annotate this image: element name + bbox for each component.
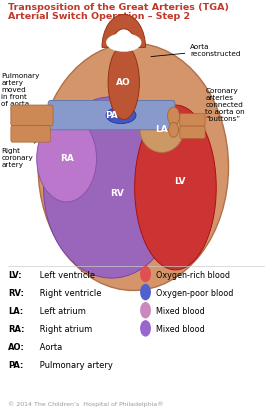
Text: Aorta: Aorta — [37, 343, 62, 352]
Circle shape — [140, 266, 151, 282]
Text: Coronary
arteries
connected
to aorta on
“buttons”: Coronary arteries connected to aorta on … — [183, 88, 245, 122]
Ellipse shape — [106, 107, 136, 124]
Ellipse shape — [108, 45, 140, 119]
Text: Left atrium: Left atrium — [37, 307, 86, 316]
Text: LV:: LV: — [8, 271, 22, 280]
Ellipse shape — [44, 97, 180, 278]
Text: Mixed blood: Mixed blood — [156, 325, 205, 334]
Text: Arterial Switch Operation – Step 2: Arterial Switch Operation – Step 2 — [8, 12, 190, 21]
Text: Right atrium: Right atrium — [37, 325, 92, 334]
Text: Right
coronary
artery: Right coronary artery — [1, 137, 41, 168]
Circle shape — [140, 320, 151, 337]
Text: © 2014 The Children’s  Hospital of Philadelphia®: © 2014 The Children’s Hospital of Philad… — [8, 401, 164, 407]
Text: PA: PA — [105, 111, 118, 120]
Ellipse shape — [135, 105, 216, 270]
FancyBboxPatch shape — [11, 105, 53, 126]
Text: Right ventricle: Right ventricle — [37, 289, 101, 298]
Text: LV: LV — [174, 177, 185, 186]
Text: Pulmonary
artery
moved
in front
of aorta: Pulmonary artery moved in front of aorta — [1, 73, 57, 114]
Text: Oxygen-rich blood: Oxygen-rich blood — [156, 271, 230, 280]
Text: LA: LA — [156, 125, 168, 134]
Text: RV:: RV: — [8, 289, 24, 298]
Circle shape — [140, 302, 151, 318]
FancyBboxPatch shape — [180, 114, 205, 126]
Text: RA: RA — [60, 154, 74, 163]
Text: RV: RV — [110, 189, 124, 198]
Circle shape — [140, 284, 151, 300]
Ellipse shape — [106, 33, 141, 52]
FancyBboxPatch shape — [180, 126, 205, 138]
Text: RA:: RA: — [8, 325, 25, 334]
Ellipse shape — [37, 115, 97, 202]
Text: LA:: LA: — [8, 307, 23, 316]
Text: AO: AO — [116, 78, 131, 87]
Circle shape — [169, 122, 178, 137]
Text: Pulmonary artery: Pulmonary artery — [37, 361, 113, 370]
Text: AO:: AO: — [8, 343, 25, 352]
Ellipse shape — [38, 43, 228, 290]
Text: Mixed blood: Mixed blood — [156, 307, 205, 316]
FancyBboxPatch shape — [48, 101, 175, 130]
Text: Aorta
reconstructed: Aorta reconstructed — [151, 44, 241, 57]
Ellipse shape — [140, 107, 184, 152]
Text: Left ventricle: Left ventricle — [37, 271, 95, 280]
FancyBboxPatch shape — [11, 126, 50, 142]
Circle shape — [168, 107, 180, 125]
Text: Oxygen-poor blood: Oxygen-poor blood — [156, 289, 234, 298]
Text: PA:: PA: — [8, 361, 24, 370]
Wedge shape — [102, 14, 146, 47]
Text: Transposition of the Great Arteries (TGA): Transposition of the Great Arteries (TGA… — [8, 3, 229, 12]
